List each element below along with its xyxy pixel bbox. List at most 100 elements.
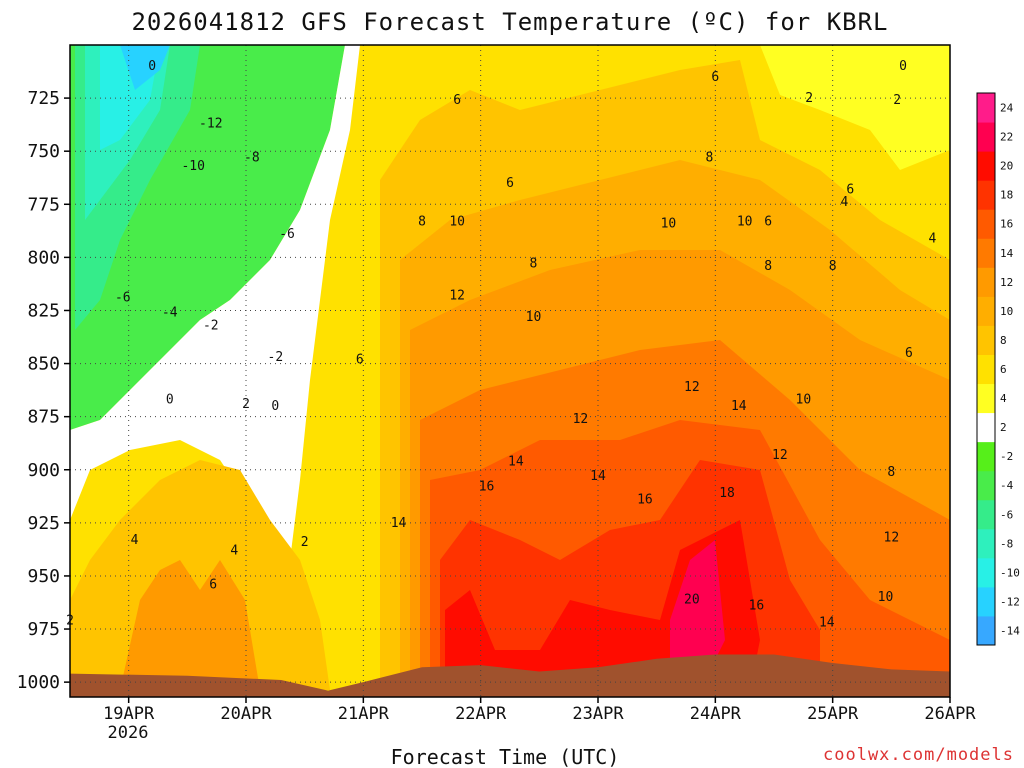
contour-label: 20: [684, 592, 700, 607]
contour-label: 2: [893, 93, 901, 108]
colorbar-swatch: [977, 238, 995, 268]
y-tick-label: 900: [27, 460, 60, 481]
y-tick-label: 975: [27, 619, 60, 640]
chart-title: 2026041812 GFS Forecast Temperature (ºC)…: [131, 8, 888, 36]
y-tick-label: 1000: [17, 672, 60, 693]
colorbar-label: -8: [1000, 537, 1013, 550]
contour-label: 10: [737, 214, 753, 229]
y-tick-label: 750: [27, 141, 60, 162]
colorbar-swatch: [977, 383, 995, 414]
contour-label: 10: [878, 590, 894, 605]
contour-label: 10: [449, 214, 465, 229]
x-tick-label: 22APR: [455, 704, 507, 724]
colorbar-label: 22: [1000, 131, 1013, 144]
contour-label: 12: [449, 289, 465, 304]
colorbar-swatch: [977, 180, 995, 210]
colorbar-swatch: [977, 93, 995, 123]
colorbar-swatch: [977, 412, 995, 443]
contour-label: 6: [506, 176, 514, 191]
y-tick-label: 825: [27, 300, 60, 321]
terrain-surface: [70, 654, 950, 697]
contour-label: -6: [115, 291, 131, 306]
colorbar-label: 14: [1000, 247, 1014, 260]
x-tick-label: 26APR: [924, 704, 976, 724]
contour-label: 16: [749, 599, 765, 614]
colorbar-swatch: [977, 325, 995, 355]
contour-label: 12: [772, 448, 788, 463]
y-tick-label: 925: [27, 513, 60, 534]
colorbar-label: 24: [1000, 102, 1014, 115]
colorbar-swatch: [977, 267, 995, 297]
colorbar-label: 12: [1000, 276, 1013, 289]
contour-label: 16: [637, 492, 653, 507]
contour-label: -6: [279, 227, 295, 242]
colorbar-label: -14: [1000, 624, 1020, 637]
colorbar-label: -4: [1000, 479, 1014, 492]
contour-label: 0: [271, 399, 279, 414]
contour-label: -2: [268, 350, 284, 365]
colorbar-swatch: [977, 470, 995, 501]
contour-label: 14: [819, 616, 835, 631]
contour-label: 10: [796, 393, 812, 408]
colorbar-swatch: [977, 441, 995, 472]
x-year-label: 2026: [108, 723, 149, 743]
contour-label: 10: [526, 310, 542, 325]
x-tick-label: 23APR: [572, 704, 624, 724]
colorbar-label: 2: [1000, 421, 1007, 434]
contour-label: -2: [203, 318, 219, 333]
contour-label: 6: [711, 70, 719, 85]
contour-label: 8: [829, 259, 837, 274]
colorbar-swatch: [977, 615, 995, 646]
contour-label: 6: [764, 214, 772, 229]
temperature-field: [70, 45, 950, 697]
contour-label: 4: [230, 543, 238, 558]
contour-label: 8: [418, 214, 426, 229]
colorbar-label: -6: [1000, 508, 1013, 521]
colorbar-swatch: [977, 151, 995, 181]
colorbar-label: 18: [1000, 189, 1013, 202]
contour-label: 0: [899, 59, 907, 74]
x-tick-label: 19APR: [103, 704, 155, 724]
contour-label: 18: [719, 486, 735, 501]
y-tick-label: 875: [27, 407, 60, 428]
contour-label: 10: [661, 216, 677, 231]
contour-label: 14: [391, 516, 407, 531]
y-tick-label: 775: [27, 194, 60, 215]
contour-label: 0: [148, 59, 156, 74]
contour-label: 6: [356, 352, 364, 367]
field-lower-left-orange-2: [120, 560, 260, 690]
colorbar-label: 20: [1000, 160, 1013, 173]
y-axis: 725 750 775 800 825 850 875 900 925 950 975 1000: [17, 88, 70, 693]
contour-label: -8: [244, 151, 260, 166]
contour-label: 12: [884, 531, 900, 546]
colorbar-swatch: [977, 209, 995, 239]
field-lightblue: [120, 45, 170, 90]
contour-label: -4: [162, 306, 178, 321]
colorbar-swatch: [977, 122, 995, 152]
contour-label: 14: [590, 469, 606, 484]
x-tick-label: 20APR: [220, 704, 272, 724]
colorbar-swatch: [977, 528, 995, 559]
contour-label: 6: [846, 182, 854, 197]
y-tick-label: 800: [27, 247, 60, 268]
colorbar-swatch: [977, 296, 995, 326]
colorbar-swatch: [977, 354, 995, 385]
y-tick-label: 850: [27, 354, 60, 375]
contour-label: 8: [887, 465, 895, 480]
colorbar-label: -10: [1000, 566, 1020, 579]
colorbar-label: 16: [1000, 218, 1013, 231]
contour-label: 12: [684, 380, 700, 395]
contour-label: 8: [530, 257, 538, 272]
field-magenta: [670, 540, 725, 690]
x-tick-label: 25APR: [807, 704, 859, 724]
contour-label: 2: [242, 397, 250, 412]
plot-frame: [69, 44, 951, 698]
contour-label: 0: [166, 393, 174, 408]
contour-label: -12: [199, 117, 222, 132]
credit-link[interactable]: coolwx.com/models: [823, 745, 1014, 765]
colorbar-swatch: [977, 557, 995, 588]
contour-label: 2: [805, 91, 813, 106]
contour-label: 2: [301, 535, 309, 550]
x-tick-label: 21APR: [338, 704, 390, 724]
